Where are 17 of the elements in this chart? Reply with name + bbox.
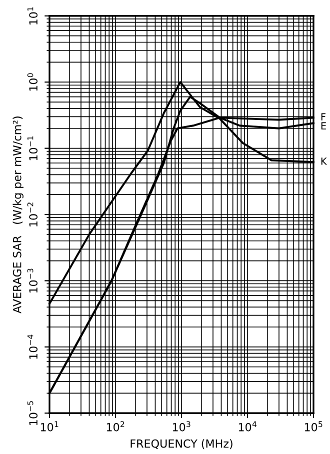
x-tick-label: 10$^{2}$ <box>106 421 124 432</box>
y-tick-label: 10$^{−3}$ <box>27 268 38 293</box>
y-tick-label: 10$^{−2}$ <box>27 202 38 226</box>
y-tick-label: 10$^{−5}$ <box>27 401 38 425</box>
y-tick-label: 10$^{−1}$ <box>27 136 38 160</box>
x-tick-label: 10$^{4}$ <box>238 421 256 432</box>
series-label: E <box>321 122 326 130</box>
series-label: F <box>321 113 326 120</box>
series-label: K <box>321 158 328 165</box>
x-axis-title: FREQUENCY (MHz) <box>130 439 232 450</box>
x-tick-label: 10$^{1}$ <box>40 421 58 432</box>
x-tick-label: 10$^{5}$ <box>304 421 322 432</box>
y-tick-label: 10$^{−4}$ <box>27 334 38 359</box>
y-axis-title: AVERAGE SAR (W/kg per mW/cm²) <box>12 116 24 314</box>
x-tick-label: 10$^{3}$ <box>172 421 190 432</box>
y-tick-label: 10$^{0}$ <box>27 73 38 91</box>
y-tick-label: 10$^{1}$ <box>27 7 38 24</box>
